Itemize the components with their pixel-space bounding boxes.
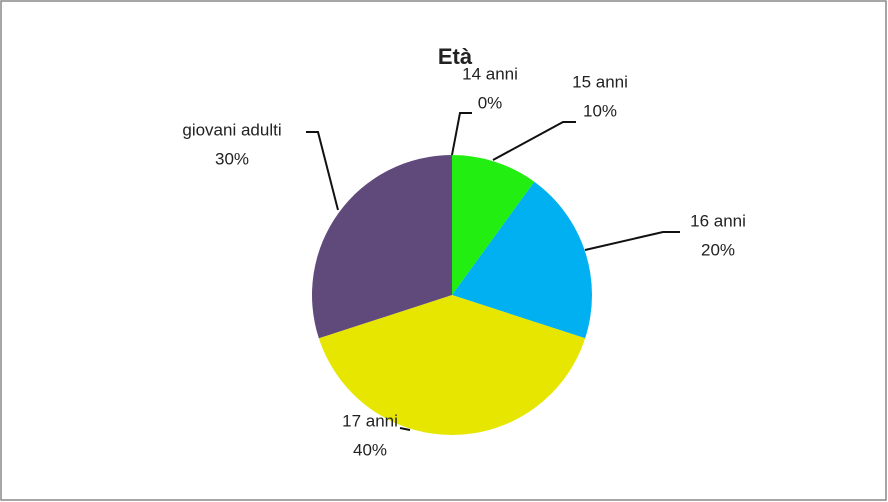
slice-value-label: 0% <box>478 93 503 112</box>
pie-slice <box>312 155 452 339</box>
slice-label: 15 anni <box>572 72 628 91</box>
leader-line <box>399 427 411 431</box>
slice-value-label: 40% <box>353 440 387 459</box>
slice-value-label: 30% <box>215 149 249 168</box>
slice-value-label: 20% <box>701 240 735 259</box>
leader-line <box>451 112 472 156</box>
slice-value-label: 10% <box>583 101 617 120</box>
pie-slice <box>318 295 586 435</box>
leader-line <box>584 231 680 251</box>
slice-label: 16 anni <box>690 211 746 230</box>
leader-line <box>492 121 576 161</box>
slice-label: 17 anni <box>342 411 398 430</box>
leader-line <box>306 131 339 211</box>
slice-label: giovani adulti <box>182 120 281 139</box>
slice-label: 14 anni <box>462 64 518 83</box>
chart-title: Età <box>438 44 473 69</box>
pie-slice <box>452 181 592 339</box>
pie-slice <box>452 155 535 295</box>
